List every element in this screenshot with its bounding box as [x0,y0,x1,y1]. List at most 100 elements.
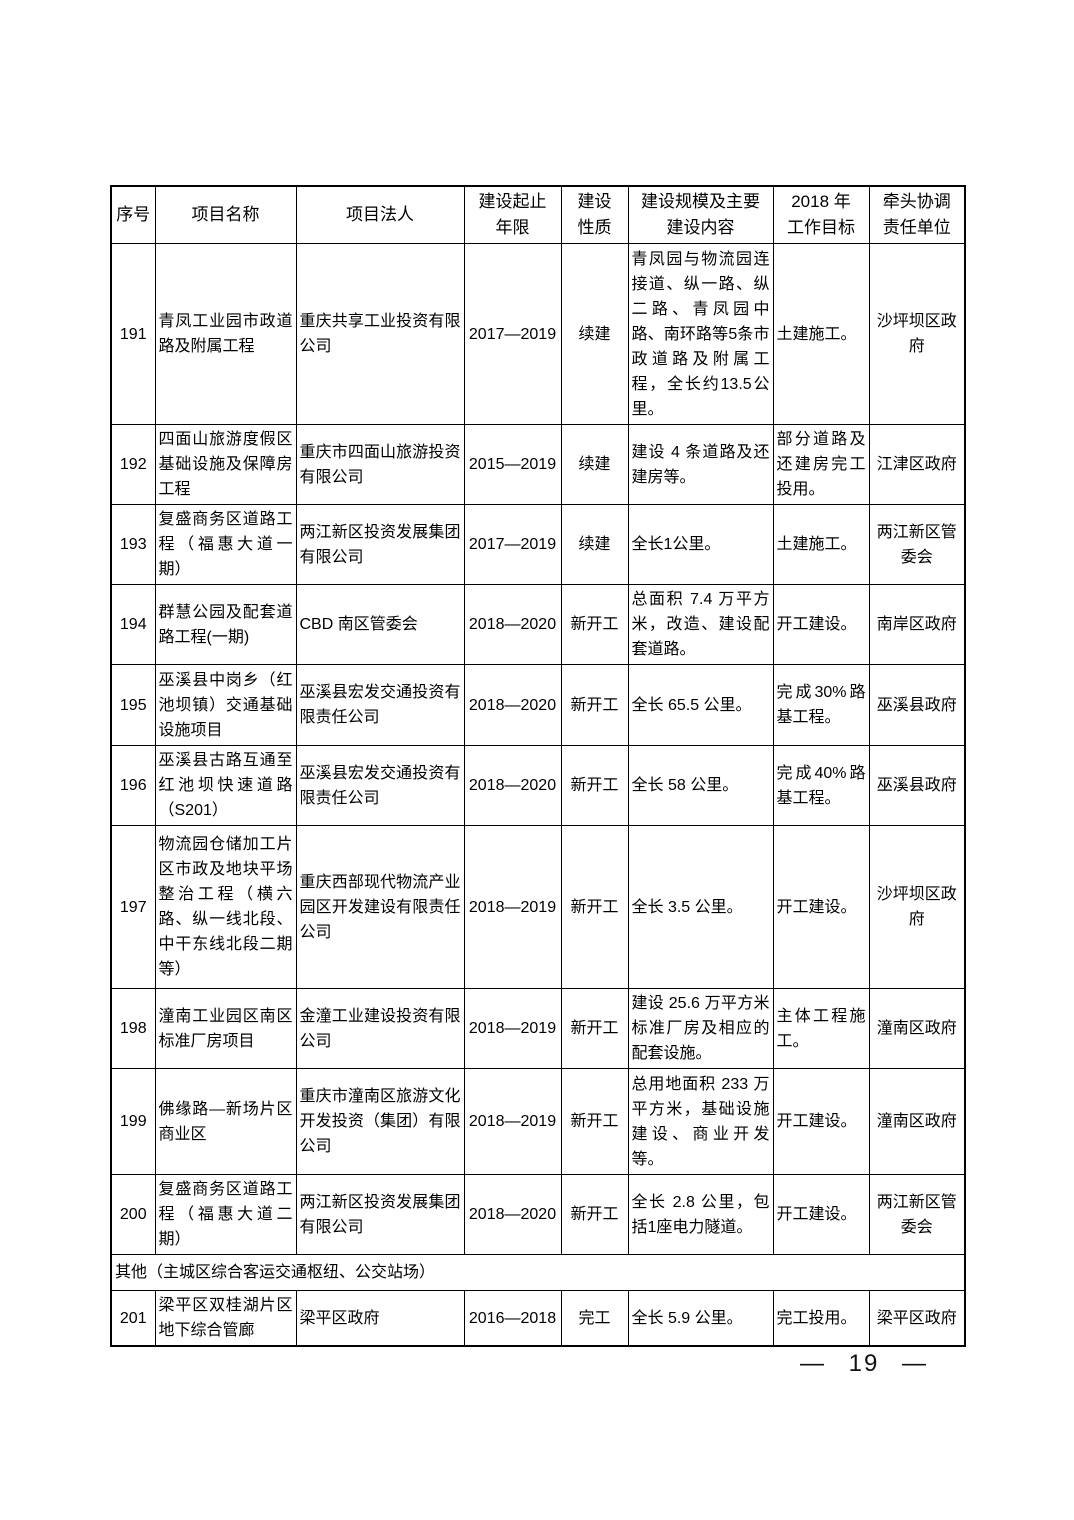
cell-unit: 巫溪县政府 [868,664,966,746]
cell-scale: 全长 3.5 公里。 [627,825,774,989]
column-header-no: 序号 [110,185,156,244]
cell-years: 2015—2019 [463,424,562,505]
cell-unit: 沙坪坝区政府 [868,825,966,989]
table-row: 192 四面山旅游度假区基础设施及保障房工程 重庆市四面山旅游投资有限公司 2015—… [110,424,966,505]
cell-nature: 新开工 [560,988,629,1069]
column-header-target: 2018 年 工作目标 [772,185,870,244]
section-label: 其他（主城区综合客运交通枢纽、公交站场） [110,1254,966,1291]
cell-scale: 全长 58 公里。 [627,745,774,826]
cell-scale: 建设 4 条道路及还建房等。 [627,424,774,505]
cell-nature: 续建 [560,504,629,585]
table-row: 196 巫溪县古路互通至红池坝快速道路（S201） 巫溪县宏发交通投资有限责任公司 2… [110,745,966,826]
cell-name: 潼南工业园区南区标准厂房项目 [154,988,297,1069]
cell-target: 完工投用。 [772,1290,870,1347]
page-number: — 19 — [800,1350,929,1377]
header-row: 序号 项目名称 项目法人 建设起止 年限 建设 性质 建设规模及主要 建设内容 2018 年… [110,185,966,244]
table-body: 191 青凤工业园市政道路及附属工程 重庆共享工业投资有限公司 2017—2019 续建… [110,243,966,1347]
cell-no: 201 [110,1290,156,1347]
cell-no: 193 [110,504,156,585]
cell-years: 2018—2019 [463,825,562,989]
cell-legal: 梁平区政府 [295,1290,465,1347]
cell-nature: 续建 [560,424,629,505]
cell-name: 青凤工业园市政道路及附属工程 [154,243,297,425]
column-header-name: 项目名称 [154,185,297,244]
table-row: 200 复盛商务区道路工程（福惠大道二期） 两江新区投资发展集团有限公司 2018—2… [110,1174,966,1255]
table-row: 199 佛缘路—新场片区商业区 重庆市潼南区旅游文化开发投资（集团）有限公司 2018… [110,1068,966,1175]
cell-name: 群慧公园及配套道路工程(一期) [154,584,297,665]
cell-unit: 巫溪县政府 [868,745,966,826]
cell-unit: 潼南区政府 [868,988,966,1069]
cell-years: 2018—2019 [463,988,562,1069]
table-row: 195 巫溪县中岗乡（红池坝镇）交通基础设施项目 巫溪县宏发交通投资有限责任公司 20… [110,664,966,746]
cell-legal: 重庆市潼南区旅游文化开发投资（集团）有限公司 [295,1068,465,1175]
cell-target: 土建施工。 [772,504,870,585]
cell-scale: 全长 65.5 公里。 [627,664,774,746]
cell-no: 191 [110,243,156,425]
cell-name: 梁平区双桂湖片区地下综合管廊 [154,1290,297,1347]
column-header-years: 建设起止 年限 [463,185,562,244]
cell-legal: 重庆市四面山旅游投资有限公司 [295,424,465,505]
cell-legal: 巫溪县宏发交通投资有限责任公司 [295,745,465,826]
cell-scale: 建设 25.6 万平方米标准厂房及相应的配套设施。 [627,988,774,1069]
cell-name: 巫溪县中岗乡（红池坝镇）交通基础设施项目 [154,664,297,746]
cell-no: 200 [110,1174,156,1255]
cell-no: 195 [110,664,156,746]
cell-scale: 全长 2.8 公里，包括1座电力隧道。 [627,1174,774,1255]
column-header-nature: 建设 性质 [560,185,629,244]
cell-nature: 新开工 [560,1068,629,1175]
cell-legal: 金潼工业建设投资有限公司 [295,988,465,1069]
cell-name: 物流园仓储加工片区市政及地块平场整治工程（横六路、纵一线北段、中干东线北段二期等… [154,825,297,989]
cell-target: 主体工程施工。 [772,988,870,1069]
cell-unit: 潼南区政府 [868,1068,966,1175]
cell-legal: 重庆共享工业投资有限公司 [295,243,465,425]
cell-years: 2017—2019 [463,243,562,425]
cell-legal: 重庆西部现代物流产业园区开发建设有限责任公司 [295,825,465,989]
cell-years: 2018—2020 [463,664,562,746]
cell-legal: CBD 南区管委会 [295,584,465,665]
table-row: 198 潼南工业园区南区标准厂房项目 金潼工业建设投资有限公司 2018—2019 新开… [110,988,966,1069]
cell-nature: 新开工 [560,825,629,989]
cell-legal: 两江新区投资发展集团有限公司 [295,1174,465,1255]
cell-scale: 总面积 7.4 万平方米，改造、建设配套道路。 [627,584,774,665]
cell-target: 完成30%路基工程。 [772,664,870,746]
table-row: 193 复盛商务区道路工程（福惠大道一期） 两江新区投资发展集团有限公司 2017—2… [110,504,966,585]
cell-unit: 沙坪坝区政府 [868,243,966,425]
table-row: 197 物流园仓储加工片区市政及地块平场整治工程（横六路、纵一线北段、中干东线北段… [110,825,966,989]
cell-scale: 青凤园与物流园连接道、纵一路、纵二路、青凤园中路、南环路等5条市政道路及附属工程… [627,243,774,425]
projects-table: 序号 项目名称 项目法人 建设起止 年限 建设 性质 建设规模及主要 建设内容 2018 年… [110,185,966,1347]
cell-target: 部分道路及还建房完工投用。 [772,424,870,505]
cell-target: 土建施工。 [772,243,870,425]
cell-target: 开工建设。 [772,584,870,665]
cell-nature: 续建 [560,243,629,425]
cell-nature: 新开工 [560,584,629,665]
cell-years: 2018—2020 [463,584,562,665]
cell-years: 2018—2019 [463,1068,562,1175]
cell-years: 2018—2020 [463,745,562,826]
section-row: 其他（主城区综合客运交通枢纽、公交站场） [110,1254,966,1291]
cell-legal: 巫溪县宏发交通投资有限责任公司 [295,664,465,746]
cell-name: 佛缘路—新场片区商业区 [154,1068,297,1175]
cell-name: 复盛商务区道路工程（福惠大道一期） [154,504,297,585]
cell-years: 2018—2020 [463,1174,562,1255]
cell-nature: 新开工 [560,664,629,746]
cell-scale: 全长 5.9 公里。 [627,1290,774,1347]
cell-no: 199 [110,1068,156,1175]
cell-unit: 两江新区管委会 [868,1174,966,1255]
cell-target: 开工建设。 [772,825,870,989]
cell-no: 194 [110,584,156,665]
cell-years: 2017—2019 [463,504,562,585]
cell-unit: 江津区政府 [868,424,966,505]
cell-unit: 南岸区政府 [868,584,966,665]
column-header-legal: 项目法人 [295,185,465,244]
column-header-unit: 牵头协调 责任单位 [868,185,966,244]
cell-scale: 总用地面积 233 万平方米，基础设施建设、商业开发等。 [627,1068,774,1175]
cell-unit: 梁平区政府 [868,1290,966,1347]
cell-nature: 新开工 [560,1174,629,1255]
cell-no: 196 [110,745,156,826]
cell-target: 开工建设。 [772,1068,870,1175]
cell-nature: 新开工 [560,745,629,826]
cell-name: 巫溪县古路互通至红池坝快速道路（S201） [154,745,297,826]
cell-legal: 两江新区投资发展集团有限公司 [295,504,465,585]
cell-no: 198 [110,988,156,1069]
